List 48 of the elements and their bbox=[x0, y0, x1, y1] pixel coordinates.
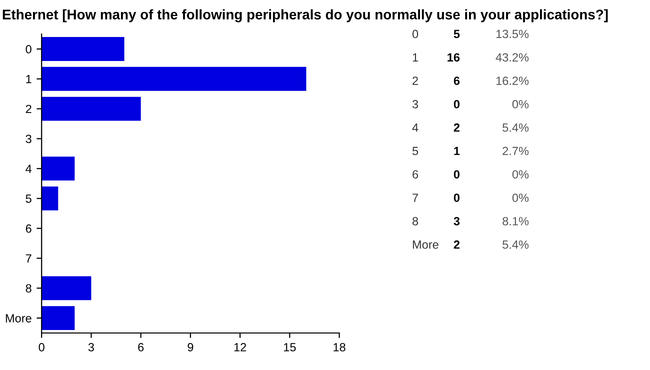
x-tick-label: 15 bbox=[284, 343, 296, 352]
text: 43.2% bbox=[496, 53, 529, 62]
category-label: 2 bbox=[454, 240, 460, 249]
text: 0 bbox=[412, 30, 418, 38]
x-tick-label: 0 bbox=[38, 343, 44, 352]
x-tick-label: 6 bbox=[138, 343, 144, 352]
category-label: 6 bbox=[454, 76, 460, 85]
x-tick-label: 9 bbox=[188, 343, 194, 352]
text: 5.4% bbox=[502, 123, 529, 132]
category-label: 0 bbox=[454, 194, 460, 202]
chart-title: Ethernet [How many of the following peripherals do you normally use in your applications?] bbox=[2, 9, 608, 22]
category-label: 5 bbox=[454, 30, 460, 38]
text: 0% bbox=[512, 170, 529, 179]
text: 8.1% bbox=[502, 217, 529, 226]
y-tick-label: More bbox=[6, 314, 32, 322]
category-label: 7 bbox=[412, 194, 418, 202]
text: 0 bbox=[454, 170, 460, 179]
text: 16 bbox=[448, 53, 460, 62]
category-label: More bbox=[412, 240, 438, 249]
text: 0% bbox=[512, 194, 529, 202]
y-tick-label: 5 bbox=[26, 194, 32, 203]
y-tick-label: 7 bbox=[26, 254, 32, 263]
y-tick-label: 6 bbox=[26, 224, 32, 233]
text: 16.2% bbox=[496, 76, 529, 85]
text: 0% bbox=[512, 100, 529, 108]
category-label: 1 bbox=[454, 146, 460, 156]
y-tick-label: 4 bbox=[26, 164, 32, 173]
y-tick-label: 2 bbox=[26, 104, 32, 114]
y-tick-label: 1 bbox=[26, 75, 32, 84]
text: 2 bbox=[412, 76, 418, 85]
category-label: 8 bbox=[412, 217, 418, 226]
category-label: 4 bbox=[412, 124, 418, 132]
text: 1 bbox=[412, 53, 418, 62]
text: 3 bbox=[412, 100, 418, 108]
text: 13.5% bbox=[496, 30, 529, 38]
x-tick-label: 18 bbox=[334, 343, 346, 352]
text: 6 bbox=[412, 170, 418, 179]
x-tick-label: 3 bbox=[88, 343, 94, 352]
y-tick-label: 8 bbox=[26, 284, 32, 293]
text: 5 bbox=[412, 146, 418, 156]
text: 2 bbox=[454, 123, 460, 132]
text: 5.4% bbox=[502, 240, 529, 249]
category-label: 3 bbox=[454, 217, 460, 226]
x-tick-label: 12 bbox=[234, 343, 246, 352]
text: 2.7% bbox=[502, 146, 529, 156]
y-tick-label: 3 bbox=[26, 134, 32, 144]
y-tick-label: 0 bbox=[26, 45, 32, 54]
text: 0 bbox=[454, 100, 460, 108]
